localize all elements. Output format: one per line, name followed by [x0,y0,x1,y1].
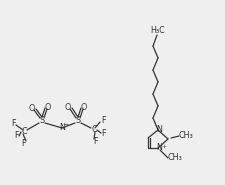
Text: CH₃: CH₃ [167,154,182,162]
Text: C: C [21,127,27,137]
Text: O: O [81,102,87,112]
Text: O: O [65,102,71,112]
Text: +: + [161,144,166,149]
Text: F: F [11,119,15,127]
Text: −: − [63,122,68,127]
Text: F: F [100,115,105,125]
Text: N: N [155,144,161,152]
Text: O: O [45,102,51,112]
Text: F: F [93,137,98,145]
Text: S: S [39,115,44,125]
Text: N: N [155,125,161,134]
Text: O: O [29,103,35,112]
Text: N: N [59,124,65,132]
Text: CH₃: CH₃ [178,132,193,140]
Text: S: S [75,115,80,125]
Text: F: F [101,129,106,137]
Text: C: C [91,125,96,134]
Text: H₃C: H₃C [150,26,165,34]
Text: F: F [21,139,25,147]
Text: F: F [14,132,18,140]
